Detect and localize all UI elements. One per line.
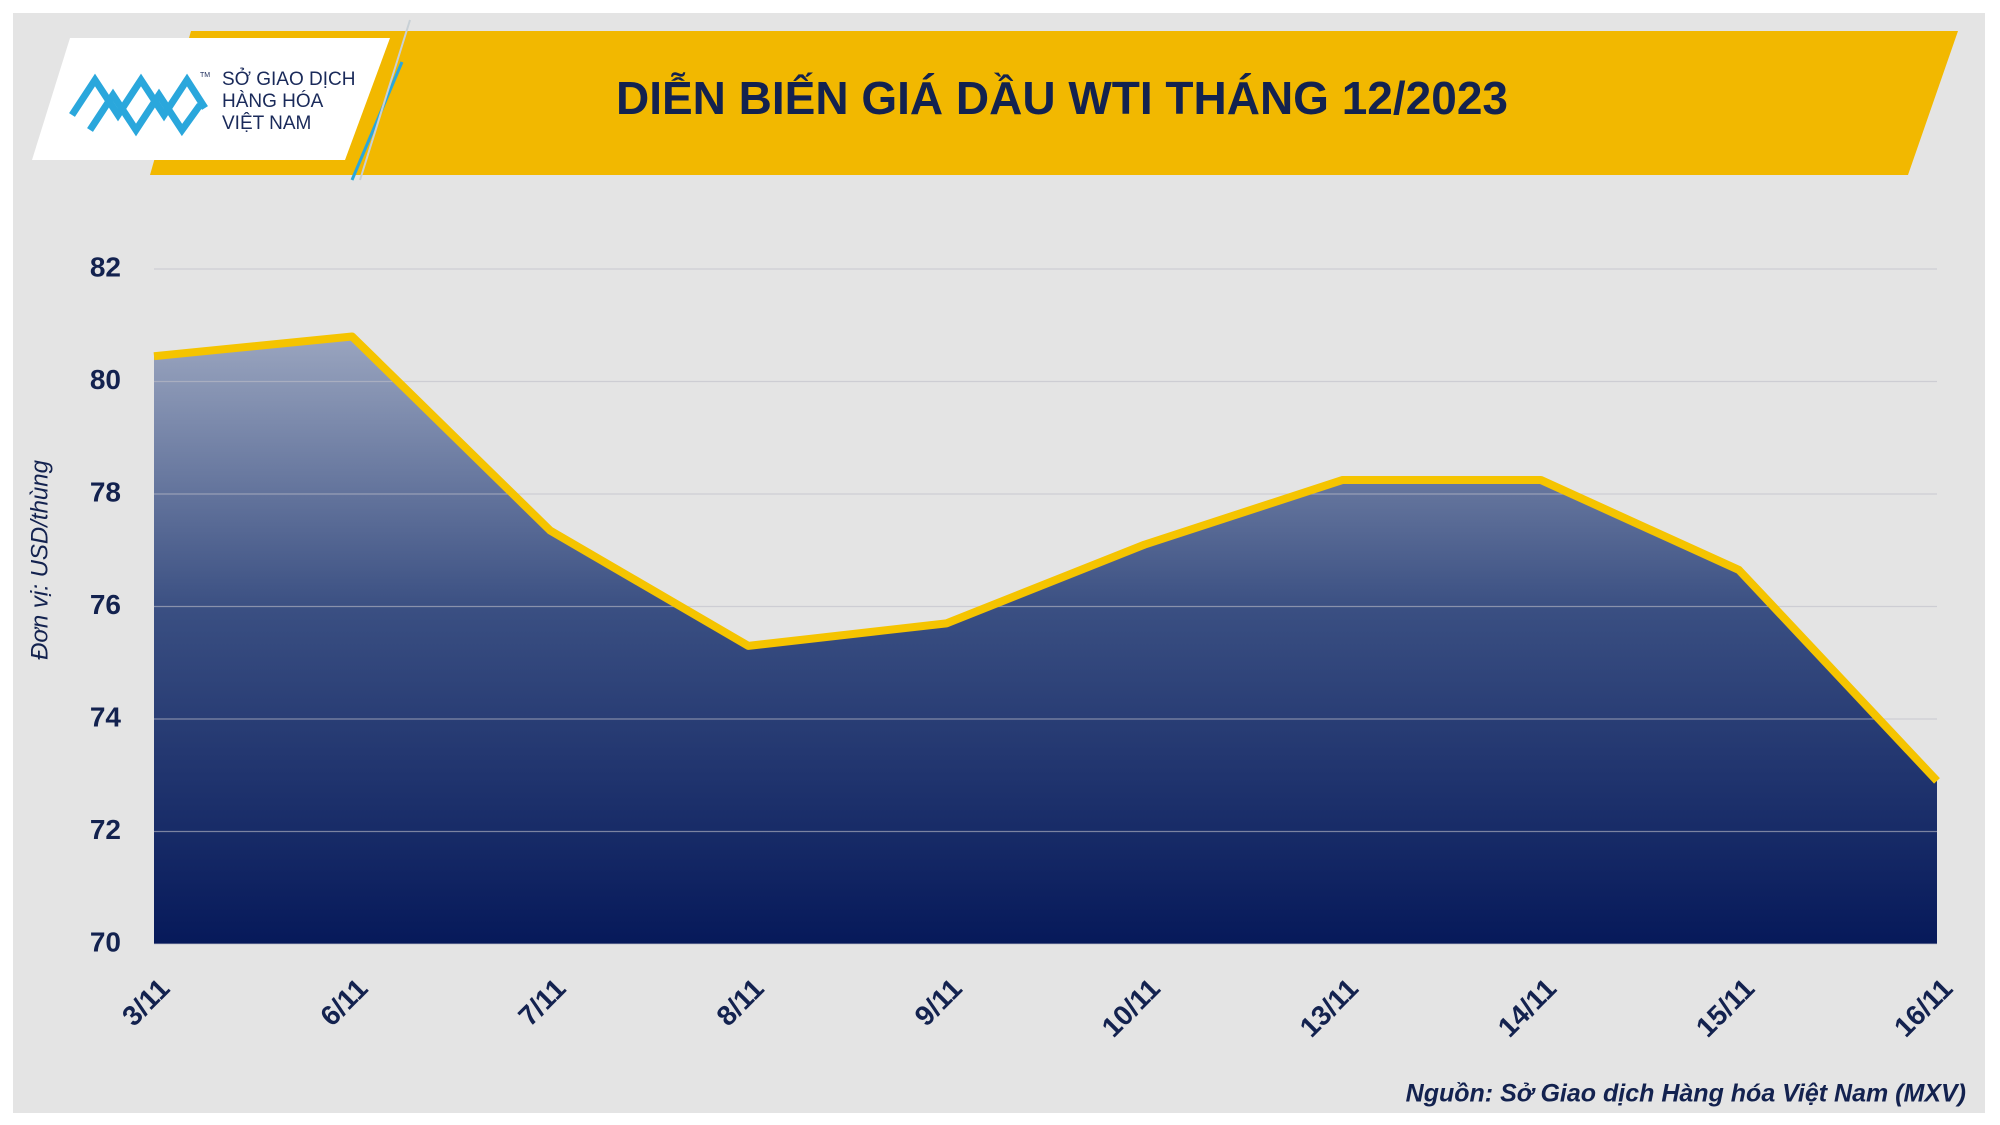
logo-text: SỞ GIAO DỊCH: [222, 68, 355, 90]
y-tick-label: 82: [90, 251, 121, 282]
logo-stripe: [359, 19, 411, 181]
logo-box: [32, 38, 390, 160]
chart-title: DIỄN BIẾN GIÁ DẦU WTI THÁNG 12/2023: [616, 72, 1508, 124]
logo-text: HÀNG HÓA: [222, 90, 324, 112]
title-band: [150, 31, 1958, 175]
y-tick-label: 76: [90, 589, 121, 620]
logo-trademark: TM: [200, 72, 210, 79]
y-tick-label: 80: [90, 364, 121, 395]
logo-text: VIỆT NAM: [222, 112, 311, 134]
source-note: Nguồn: Sở Giao dịch Hàng hóa Việt Nam (M…: [1406, 1080, 1966, 1108]
y-tick-label: 78: [90, 476, 121, 507]
line: [153, 332, 1940, 784]
logo-icon: [69, 73, 208, 137]
logo-stripe: [350, 61, 404, 181]
y-tick-label: 72: [90, 814, 121, 845]
y-tick-label: 70: [90, 926, 121, 957]
area: [154, 336, 1937, 944]
y-axis-label: Đơn vị: USD/thùng: [26, 459, 53, 660]
y-tick-label: 74: [90, 701, 122, 732]
